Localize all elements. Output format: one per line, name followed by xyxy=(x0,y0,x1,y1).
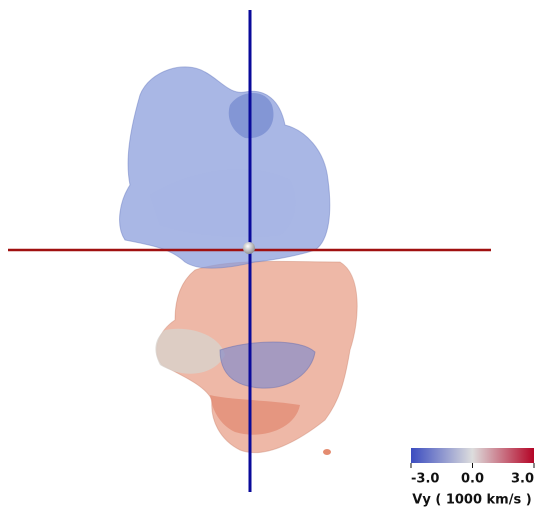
colorbar-label: Vy ( 1000 km/s ) xyxy=(412,493,531,508)
render-view: Vy ( 1000 km/s ) -3.0 0.0 3.0 xyxy=(0,0,545,512)
blue-isosurface xyxy=(120,67,330,268)
colorbar-tick-label: -3.0 xyxy=(411,472,439,487)
colorbar-tick-label: 3.0 xyxy=(511,472,534,487)
small-blob xyxy=(323,449,331,455)
origin-sphere xyxy=(243,242,255,254)
colorbar-tick-label: 0.0 xyxy=(461,472,484,487)
colorbar xyxy=(411,448,534,463)
